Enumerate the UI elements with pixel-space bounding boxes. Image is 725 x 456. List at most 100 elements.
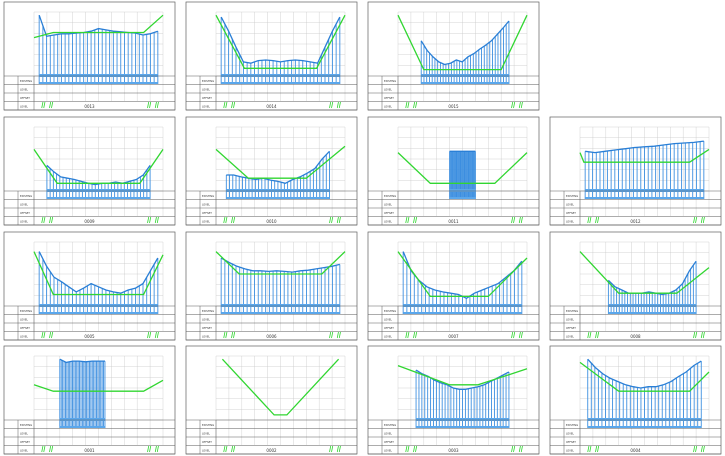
station-mark <box>329 445 334 453</box>
row-label: LEVEL <box>20 203 28 207</box>
row-label: EXISTING <box>20 309 32 313</box>
ground-profile <box>220 16 341 64</box>
base-band <box>221 82 340 84</box>
station-mark <box>595 445 600 453</box>
station-mark <box>41 216 46 224</box>
base-band <box>403 312 522 314</box>
base-band <box>226 197 330 199</box>
row-label: EXISTING <box>566 423 578 427</box>
row-label: EXISTING <box>384 194 396 198</box>
station-mark <box>41 445 46 453</box>
design-profile <box>579 148 710 163</box>
ground-profile <box>220 257 340 273</box>
station-mark <box>405 331 410 339</box>
section-title: 0010 <box>266 219 277 224</box>
station-mark <box>49 216 54 224</box>
station-mark <box>518 101 523 109</box>
base-band <box>608 304 697 307</box>
base-band <box>587 426 702 428</box>
row-label: LEVEL <box>20 318 28 322</box>
design-profile <box>215 145 346 179</box>
row-label: OFFSET <box>384 211 394 215</box>
section-title: 0014 <box>266 104 277 109</box>
design-profile <box>397 152 528 184</box>
station-mark <box>693 216 698 224</box>
ground-profile <box>59 358 105 364</box>
ground-profile <box>226 150 330 184</box>
section-title: 0006 <box>266 334 277 339</box>
panel-frame <box>3 231 176 341</box>
row-label: EXISTING <box>384 423 396 427</box>
design-profile <box>579 361 710 392</box>
row-label: LEVEL <box>384 105 392 109</box>
design-profile <box>221 358 340 416</box>
base-band <box>221 304 340 307</box>
row-label: LEVEL <box>566 449 574 453</box>
section-panel: EXISTING LEVEL OFFSET LEVEL 0015 <box>367 1 540 111</box>
base-band <box>416 418 509 421</box>
station-mark <box>413 331 418 339</box>
row-label: EXISTING <box>384 309 396 313</box>
design-profile <box>397 14 528 71</box>
row-label: OFFSET <box>202 326 212 330</box>
station-mark <box>223 331 228 339</box>
base-band <box>587 418 702 421</box>
row-label: OFFSET <box>20 96 30 100</box>
row-label: LEVEL <box>384 335 392 339</box>
station-mark <box>336 445 341 453</box>
row-label: LEVEL <box>202 105 210 109</box>
row-label: LEVEL <box>202 335 210 339</box>
base-band <box>421 82 509 84</box>
row-label: LEVEL <box>20 432 28 436</box>
section-panel: EXISTING LEVEL OFFSET LEVEL 0005 <box>3 231 176 341</box>
panel-frame <box>367 231 540 341</box>
row-label: EXISTING <box>20 194 32 198</box>
row-label: OFFSET <box>202 96 212 100</box>
base-band <box>585 197 704 199</box>
design-profile <box>33 251 164 296</box>
row-label: LEVEL <box>566 220 574 224</box>
section-title: 0004 <box>630 448 641 453</box>
design-profile <box>215 14 346 69</box>
station-mark <box>693 331 698 339</box>
station-mark <box>518 445 523 453</box>
base-band <box>416 426 509 428</box>
section-title: 0005 <box>84 334 95 339</box>
base-band <box>449 189 476 192</box>
row-label: LEVEL <box>384 318 392 322</box>
station-mark <box>405 445 410 453</box>
base-band <box>39 312 158 314</box>
section-panel: EXISTING LEVEL OFFSET LEVEL 0006 <box>185 231 358 341</box>
row-label: EXISTING <box>202 309 214 313</box>
row-label: LEVEL <box>202 88 210 92</box>
base-band <box>226 189 330 192</box>
section-title: 0008 <box>630 334 641 339</box>
panel-frame <box>185 345 358 455</box>
station-mark <box>336 331 341 339</box>
station-mark <box>700 331 705 339</box>
station-mark <box>336 101 341 109</box>
base-band <box>421 74 509 77</box>
row-label: OFFSET <box>20 326 30 330</box>
ground-profile <box>587 358 702 389</box>
row-label: LEVEL <box>20 449 28 453</box>
station-mark <box>700 216 705 224</box>
design-profile <box>579 251 710 294</box>
row-label: OFFSET <box>566 326 576 330</box>
station-mark <box>147 331 152 339</box>
ground-profile <box>607 260 697 296</box>
station-mark <box>329 101 334 109</box>
panel-frame <box>185 231 358 341</box>
station-mark <box>511 445 516 453</box>
row-label: OFFSET <box>20 440 30 444</box>
section-panel: EXISTING LEVEL OFFSET LEVEL 0002 <box>185 345 358 455</box>
row-label: OFFSET <box>384 440 394 444</box>
station-mark <box>49 445 54 453</box>
station-mark <box>223 445 228 453</box>
section-panel: EXISTING LEVEL OFFSET LEVEL 0009 <box>3 116 176 226</box>
row-label: OFFSET <box>384 326 394 330</box>
row-label: EXISTING <box>20 423 32 427</box>
ground-profile <box>585 140 704 154</box>
row-label: LEVEL <box>202 220 210 224</box>
row-label: OFFSET <box>202 211 212 215</box>
